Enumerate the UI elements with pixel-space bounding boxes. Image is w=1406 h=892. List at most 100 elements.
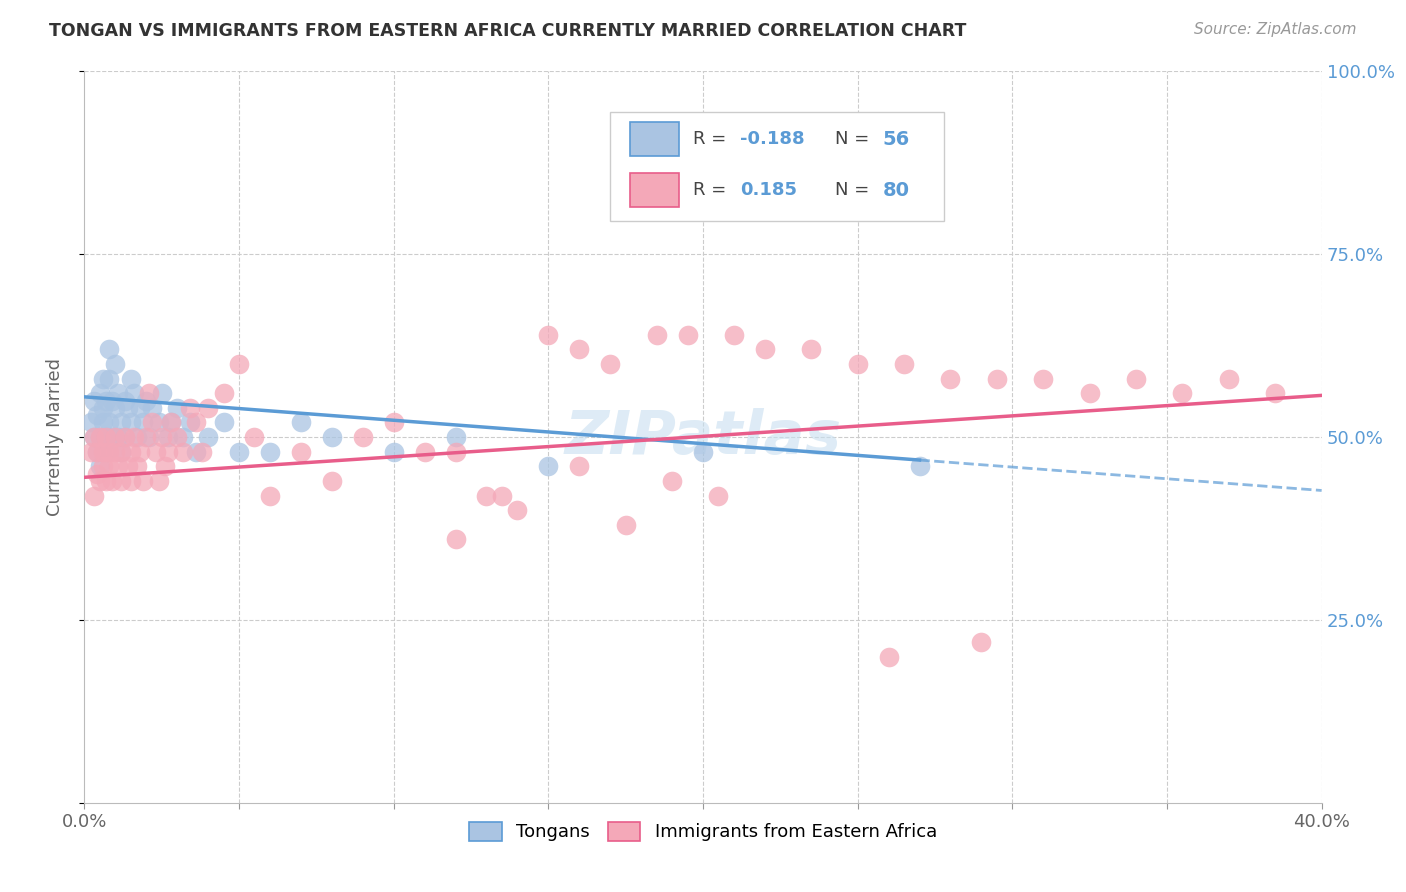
Legend: Tongans, Immigrants from Eastern Africa: Tongans, Immigrants from Eastern Africa <box>461 814 945 848</box>
Point <box>122 386 145 401</box>
Point <box>94 393 117 408</box>
Point <box>1032 371 1054 385</box>
Text: N =: N = <box>835 181 876 199</box>
Point <box>104 357 127 371</box>
Point <box>107 386 129 401</box>
Point <box>599 357 621 371</box>
Point <box>290 416 312 430</box>
Text: 0.185: 0.185 <box>740 181 797 199</box>
Text: R =: R = <box>693 130 733 148</box>
Point <box>101 393 124 408</box>
Point <box>101 474 124 488</box>
Point <box>1125 371 1147 385</box>
Point <box>101 430 124 444</box>
Point <box>110 416 132 430</box>
Point <box>172 430 194 444</box>
Point <box>197 401 219 415</box>
Point <box>94 444 117 458</box>
Point <box>107 459 129 474</box>
Point <box>1078 386 1101 401</box>
Point <box>184 416 207 430</box>
Point <box>491 489 513 503</box>
Point <box>114 393 136 408</box>
Point <box>120 474 142 488</box>
Point <box>197 430 219 444</box>
Text: 56: 56 <box>883 129 910 149</box>
FancyBboxPatch shape <box>630 122 679 156</box>
Text: Source: ZipAtlas.com: Source: ZipAtlas.com <box>1194 22 1357 37</box>
Point <box>98 371 121 385</box>
Point <box>537 459 560 474</box>
Point <box>89 430 111 444</box>
Point <box>1171 386 1194 401</box>
Point <box>1218 371 1240 385</box>
Point <box>89 474 111 488</box>
Point <box>104 444 127 458</box>
Point <box>94 430 117 444</box>
Point <box>150 430 173 444</box>
Point <box>568 459 591 474</box>
Point <box>125 459 148 474</box>
Point <box>120 371 142 385</box>
Point <box>166 430 188 444</box>
Point <box>79 444 101 458</box>
Point <box>107 430 129 444</box>
Point <box>160 416 183 430</box>
Point <box>893 357 915 371</box>
Point <box>444 444 467 458</box>
Point <box>91 416 114 430</box>
Point <box>986 371 1008 385</box>
Point <box>212 386 235 401</box>
Point <box>110 444 132 458</box>
Point <box>692 444 714 458</box>
Point <box>970 635 993 649</box>
Point <box>94 430 117 444</box>
Point <box>117 459 139 474</box>
Text: ZIPatlas: ZIPatlas <box>564 408 842 467</box>
Point <box>568 343 591 357</box>
Point <box>707 489 730 503</box>
Point <box>104 430 127 444</box>
Point <box>120 416 142 430</box>
Point <box>122 430 145 444</box>
Point <box>228 444 250 458</box>
Point <box>614 517 637 532</box>
Point <box>156 430 179 444</box>
Text: R =: R = <box>693 181 738 199</box>
Point <box>91 401 114 415</box>
Point <box>120 444 142 458</box>
Point <box>179 416 201 430</box>
Point <box>754 343 776 357</box>
FancyBboxPatch shape <box>630 173 679 208</box>
Point <box>877 649 900 664</box>
Point <box>191 444 214 458</box>
Point <box>321 474 343 488</box>
Point <box>86 408 108 422</box>
Text: N =: N = <box>835 130 876 148</box>
Point <box>89 430 111 444</box>
Point <box>148 474 170 488</box>
Point <box>1264 386 1286 401</box>
Point <box>444 430 467 444</box>
Point <box>129 444 152 458</box>
Point <box>94 474 117 488</box>
Y-axis label: Currently Married: Currently Married <box>45 358 63 516</box>
Point <box>382 444 405 458</box>
Point <box>135 393 157 408</box>
Point <box>141 401 163 415</box>
Point <box>91 444 114 458</box>
Point <box>91 371 114 385</box>
Point <box>661 474 683 488</box>
Point <box>135 430 157 444</box>
Point <box>179 401 201 415</box>
Point <box>110 474 132 488</box>
Point <box>908 459 931 474</box>
Point <box>117 401 139 415</box>
Point <box>86 467 108 481</box>
Point <box>212 416 235 430</box>
Point <box>125 430 148 444</box>
Point <box>138 386 160 401</box>
Point <box>129 401 152 415</box>
Point <box>89 386 111 401</box>
Point <box>83 489 105 503</box>
